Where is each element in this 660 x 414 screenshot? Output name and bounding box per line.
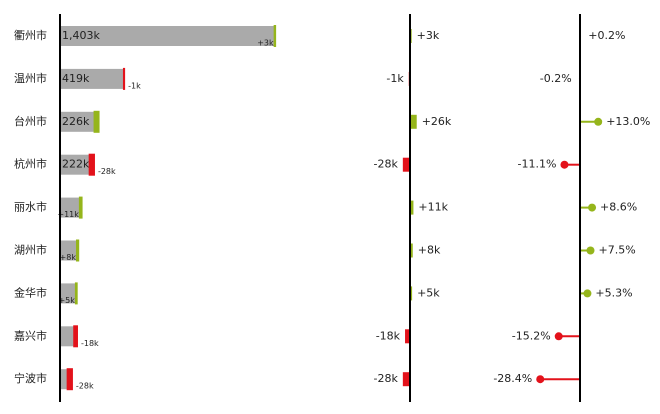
- variance-label: +8k: [418, 244, 441, 257]
- variance-label: -18k: [376, 329, 401, 342]
- percent-label: +8.6%: [600, 201, 637, 214]
- variance-label: -28k: [373, 372, 398, 385]
- variance-marker: [75, 239, 80, 262]
- variance-mini-label: -1k: [128, 81, 141, 90]
- percent-label: -0.2%: [540, 72, 572, 85]
- variance-mini-label: -28k: [76, 382, 94, 391]
- value-label: 222k: [62, 158, 90, 171]
- bar: [60, 369, 72, 390]
- variance-mini-label: +3k: [257, 39, 274, 48]
- pin: [580, 246, 595, 255]
- variance-label: +26k: [422, 115, 452, 128]
- category-label: 杭州市: [14, 157, 47, 171]
- category-label: 衢州市: [14, 28, 47, 42]
- percent-label: +13.0%: [606, 115, 650, 128]
- variance-marker: [78, 196, 83, 219]
- pin: [560, 160, 580, 169]
- category-label: 湖州市: [14, 243, 47, 257]
- category-label: 金华市: [14, 285, 47, 299]
- bar: [60, 326, 77, 347]
- pin-head: [594, 117, 603, 126]
- percent-label: +5.3%: [595, 286, 632, 299]
- variance-marker: [88, 153, 95, 176]
- pin: [580, 117, 603, 126]
- category-label: 嘉兴市: [14, 328, 47, 342]
- value-label: 419k: [62, 72, 90, 85]
- pin-head: [560, 160, 569, 169]
- variance-mini-label: +8k: [60, 253, 77, 262]
- category-label: 台州市: [14, 114, 47, 128]
- pin-head: [588, 203, 597, 212]
- bar: [60, 111, 95, 132]
- percent-label: +0.2%: [588, 29, 625, 42]
- variance-marker: [74, 282, 78, 305]
- pin-head: [583, 289, 592, 298]
- bar: [60, 240, 77, 261]
- variance-marker: [73, 325, 78, 348]
- bar: [60, 154, 94, 175]
- percent-label: +7.5%: [599, 244, 636, 257]
- percent-label: -15.2%: [512, 329, 551, 342]
- value-label: 1,403k: [62, 29, 100, 42]
- variance-label: -28k: [373, 158, 398, 171]
- variance-mini-label: -28k: [98, 167, 116, 176]
- pin-head: [536, 375, 545, 384]
- bar: [60, 197, 80, 218]
- variance-marker: [93, 110, 100, 133]
- variance-label: +11k: [418, 201, 448, 214]
- variance-mini-label: +11k: [57, 210, 79, 219]
- pin: [580, 203, 597, 212]
- bar: [60, 283, 76, 304]
- variance-label: +5k: [417, 286, 440, 299]
- pin: [554, 332, 580, 341]
- category-label: 丽水市: [14, 200, 47, 214]
- pin-head: [586, 246, 595, 255]
- variance-marker: [66, 368, 73, 391]
- variance-mini-label: +5k: [58, 296, 75, 305]
- pin: [536, 375, 580, 384]
- bar: [60, 68, 125, 89]
- value-label: 226k: [62, 115, 90, 128]
- category-label: 温州市: [14, 71, 47, 85]
- variance-label: -1k: [386, 72, 404, 85]
- variance-label: +3k: [417, 29, 440, 42]
- percent-label: -28.4%: [493, 372, 532, 385]
- pin: [580, 289, 592, 298]
- category-label: 宁波市: [14, 371, 47, 385]
- bar: [60, 26, 275, 46]
- variance-mini-label: -18k: [81, 339, 99, 348]
- percent-label: -11.1%: [518, 158, 557, 171]
- pin-head: [554, 332, 563, 341]
